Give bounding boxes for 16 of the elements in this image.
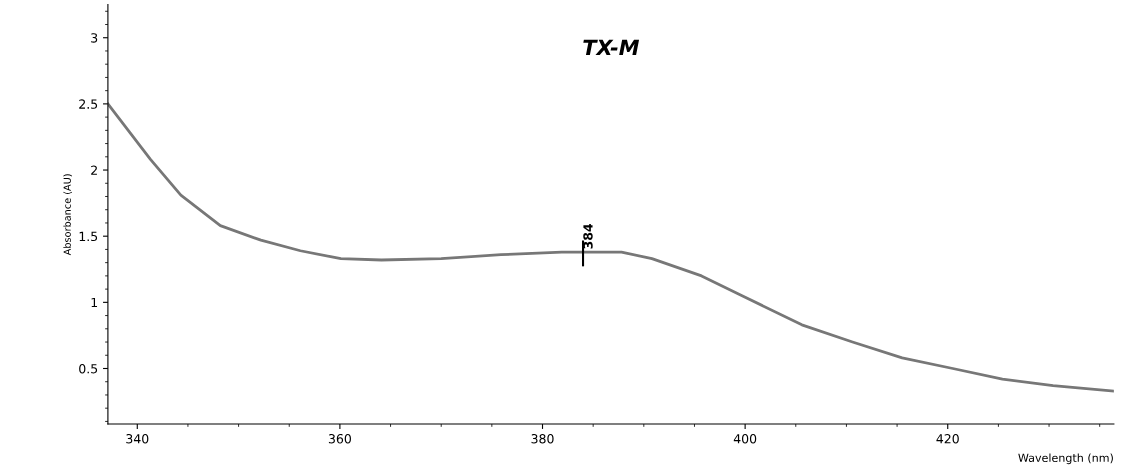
line-series bbox=[107, 102, 1114, 393]
x-tick-label: 360 bbox=[328, 434, 351, 444]
y-axis-title: Absorbance (AU) bbox=[63, 174, 73, 256]
y-tick-label: 2.5 bbox=[79, 99, 98, 109]
y-tick-label: 2 bbox=[91, 165, 97, 175]
y-tick-label: 3 bbox=[91, 33, 98, 43]
y-tick-label: 1 bbox=[91, 297, 98, 308]
text: TX-M bbox=[583, 39, 640, 55]
annotation: 384 bbox=[583, 223, 593, 249]
x-tick-label: 380 bbox=[531, 434, 554, 444]
y-tick-label: 1.5 bbox=[79, 231, 98, 242]
x-tick-label: 420 bbox=[936, 434, 959, 444]
x-axis-title: Wavelength (nm) bbox=[1018, 453, 1113, 465]
y-tick-label: 0.5 bbox=[79, 363, 98, 374]
x-tick-label: 400 bbox=[733, 434, 757, 444]
x-tick-label: 340 bbox=[126, 434, 149, 444]
